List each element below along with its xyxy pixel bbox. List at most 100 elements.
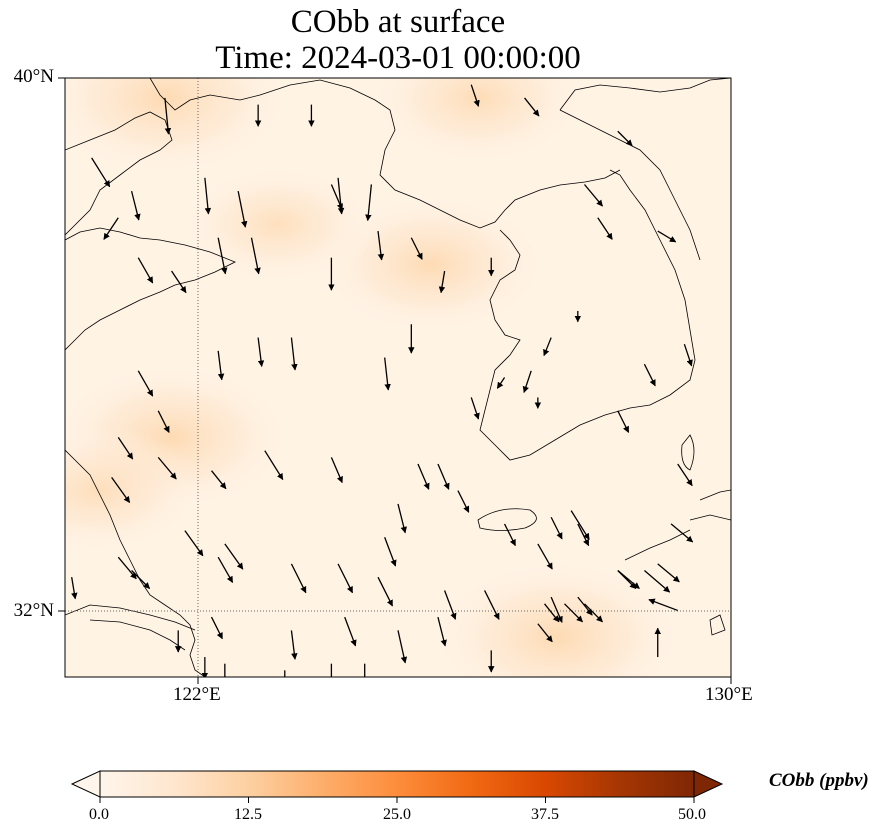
wind-arrow-90 [657, 230, 677, 243]
wind-arrow-6 [204, 177, 212, 215]
colorbar-extend-max [693, 770, 724, 798]
wind-arrow-54 [71, 577, 78, 600]
wind-arrow-80 [617, 570, 637, 589]
colorbar [70, 770, 724, 803]
wind-arrow-22 [617, 130, 633, 147]
wind-arrow-65 [584, 603, 603, 623]
colorbar-tick-37-5: 37.5 [531, 806, 559, 823]
axis-ticks [58, 77, 732, 684]
wind-arrow-14 [330, 184, 343, 211]
wind-arrow-35 [157, 410, 170, 433]
field-highlight-2 [365, 78, 590, 166]
wind-arrow-56 [210, 616, 223, 640]
wind-arrow-32 [643, 363, 656, 387]
field-highlight-4 [65, 78, 295, 178]
wind-arrow-21 [583, 184, 603, 207]
wind-arrow-79 [577, 596, 593, 616]
wind-arrow-36 [157, 456, 177, 480]
wind-arrow-58 [337, 563, 354, 594]
wind-arrow-16 [377, 230, 385, 261]
wind-arrow-55 [217, 556, 234, 583]
wind-arrow-31 [617, 410, 630, 433]
wind-arrow-33 [137, 370, 154, 397]
field-highlight-5 [65, 426, 205, 555]
wind-arrow-38 [211, 470, 227, 490]
wind-arrow-48 [397, 503, 407, 534]
wind-arrow-13 [365, 184, 373, 222]
wind-arrow-19 [470, 84, 480, 107]
wind-arrow-70 [290, 630, 298, 660]
wind-arrow-94 [496, 377, 506, 389]
wind-vectors [71, 84, 694, 677]
colorbar-tick-0: 0.0 [89, 806, 109, 823]
wind-arrow-25 [217, 350, 225, 381]
wind-arrow-9 [217, 237, 228, 275]
wind-arrow-76 [537, 623, 553, 643]
map-panel [65, 78, 731, 677]
wind-arrow-60 [444, 590, 457, 620]
lon-label-130e: 130°E [705, 684, 753, 705]
wind-arrow-57 [290, 563, 307, 594]
wind-arrow-29 [470, 397, 480, 420]
colorbar-label: CObb (ppbv) [769, 770, 869, 791]
wind-arrow-40 [330, 457, 343, 484]
wind-arrow-17 [410, 237, 423, 260]
lat-label-40n: 40°N [13, 66, 54, 87]
wind-arrow-27 [290, 337, 298, 371]
wind-arrow-47 [677, 463, 693, 487]
wind-arrow-77 [544, 603, 560, 623]
colorbar-tick-12-5: 12.5 [234, 806, 262, 823]
wind-arrow-89 [543, 337, 552, 357]
wind-arrow-4 [137, 257, 154, 284]
wind-arrow-59 [377, 576, 394, 607]
wind-arrow-69 [670, 523, 694, 543]
field-highlight-6 [178, 164, 379, 285]
wind-arrow-2 [103, 217, 119, 240]
wind-arrow-37 [111, 476, 131, 504]
gridlines [65, 78, 731, 677]
wind-arrow-8 [250, 237, 261, 275]
wind-arrow-78 [564, 603, 583, 623]
wind-arrow-63 [537, 543, 553, 570]
lat-label-32n: 32°N [13, 600, 54, 621]
wind-arrow-0 [164, 97, 172, 135]
wind-arrow-62 [570, 510, 590, 540]
wind-arrow-1 [91, 157, 111, 188]
colorbar-tick-50: 50.0 [678, 806, 706, 823]
wind-arrow-34 [117, 437, 134, 460]
wind-arrow-50 [184, 530, 204, 557]
wind-arrow-39 [264, 450, 284, 481]
wind-arrow-67 [643, 570, 671, 593]
wind-arrow-51 [224, 543, 244, 570]
wind-arrow-82 [648, 598, 678, 612]
wind-arrow-7 [237, 191, 248, 228]
wind-arrow-46 [577, 523, 590, 547]
wind-arrow-64 [550, 596, 563, 623]
plot-title-line1: CObb at surface [290, 4, 506, 40]
concentration-field [65, 78, 688, 677]
wind-arrow-5 [171, 270, 187, 294]
wind-arrow-20 [524, 97, 540, 117]
wind-arrow-30 [522, 370, 532, 394]
colorbar-bar [99, 770, 695, 798]
wind-arrow-53 [117, 556, 137, 580]
wind-arrow-72 [397, 630, 408, 664]
wind-arrow-43 [437, 463, 450, 490]
colorbar-ticks [99, 797, 695, 803]
wind-arrow-18 [438, 270, 446, 294]
map-frame [64, 77, 732, 678]
wind-arrow-23 [597, 217, 613, 240]
wind-arrow-73 [437, 616, 447, 647]
plot-title-line2: Time: 2024-03-01 00:00:00 [215, 40, 581, 76]
wind-arrow-45 [550, 516, 563, 540]
wind-arrow-61 [483, 590, 500, 620]
wind-arrow-91 [683, 344, 693, 367]
wind-arrow-71 [344, 616, 357, 647]
wind-arrow-44 [503, 523, 516, 547]
wind-arrow-42 [457, 490, 470, 513]
lon-label-122e: 122°E [173, 684, 221, 705]
colorbar-tick-25: 25.0 [383, 806, 411, 823]
colorbar-extend-min [70, 770, 101, 798]
wind-arrow-26 [257, 337, 265, 368]
